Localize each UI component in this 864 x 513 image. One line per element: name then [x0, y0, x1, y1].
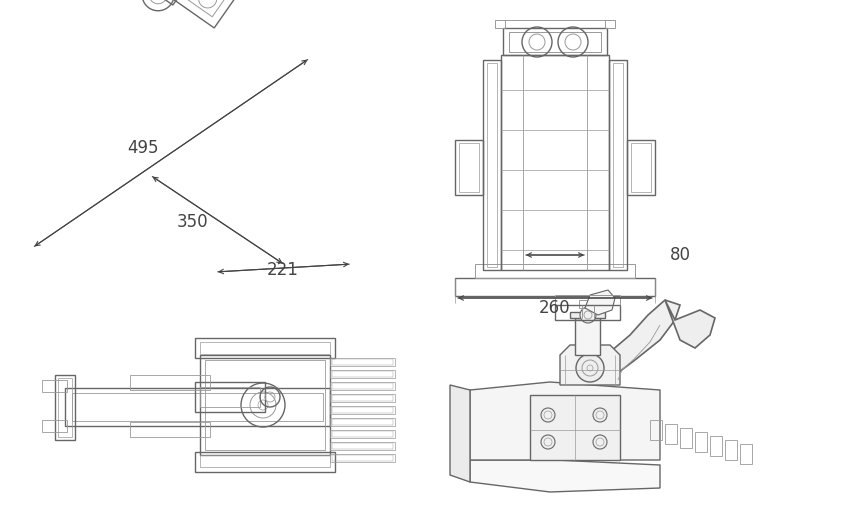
- Bar: [501, 55, 609, 270]
- Bar: [332, 431, 393, 437]
- Bar: [459, 143, 479, 192]
- Polygon shape: [570, 312, 605, 318]
- Bar: [330, 394, 395, 402]
- Bar: [332, 371, 393, 377]
- Bar: [330, 370, 395, 378]
- Polygon shape: [590, 300, 680, 382]
- Bar: [665, 424, 677, 444]
- Bar: [330, 418, 395, 426]
- Bar: [200, 387, 260, 407]
- Bar: [200, 455, 330, 467]
- Bar: [42, 380, 67, 392]
- Bar: [487, 63, 497, 267]
- Bar: [200, 342, 330, 354]
- Bar: [613, 63, 623, 267]
- Bar: [130, 422, 210, 437]
- Bar: [475, 264, 635, 278]
- Bar: [695, 432, 707, 452]
- Bar: [555, 305, 620, 320]
- Text: 221: 221: [267, 261, 299, 279]
- Bar: [330, 358, 395, 366]
- Bar: [609, 60, 627, 270]
- Bar: [332, 383, 393, 389]
- Bar: [330, 382, 395, 390]
- Polygon shape: [470, 460, 660, 492]
- Circle shape: [576, 354, 604, 382]
- Polygon shape: [470, 382, 660, 460]
- Bar: [330, 454, 395, 462]
- Bar: [130, 375, 210, 390]
- Text: 260: 260: [539, 299, 571, 317]
- Bar: [200, 355, 330, 455]
- Bar: [509, 32, 601, 52]
- Circle shape: [580, 307, 596, 323]
- Bar: [680, 428, 692, 448]
- Bar: [330, 442, 395, 450]
- Bar: [455, 278, 655, 296]
- Bar: [579, 300, 597, 308]
- Bar: [332, 359, 393, 365]
- Bar: [740, 444, 752, 464]
- Polygon shape: [575, 318, 600, 355]
- Bar: [195, 382, 265, 412]
- Polygon shape: [585, 290, 615, 315]
- Bar: [495, 20, 505, 28]
- Bar: [650, 420, 662, 440]
- Bar: [455, 140, 483, 195]
- Polygon shape: [560, 345, 620, 385]
- Bar: [205, 360, 325, 450]
- Bar: [725, 440, 737, 460]
- Bar: [195, 452, 335, 472]
- Bar: [65, 388, 330, 426]
- Bar: [330, 430, 395, 438]
- Bar: [330, 406, 395, 414]
- Polygon shape: [530, 395, 620, 460]
- Bar: [332, 443, 393, 449]
- Bar: [195, 338, 335, 358]
- Bar: [58, 378, 72, 437]
- Text: 495: 495: [127, 139, 159, 157]
- Polygon shape: [665, 300, 715, 348]
- Bar: [332, 407, 393, 413]
- Bar: [72, 393, 323, 421]
- Text: 80: 80: [670, 246, 691, 264]
- Bar: [483, 60, 501, 270]
- Bar: [332, 455, 393, 461]
- Bar: [710, 436, 722, 456]
- Bar: [332, 419, 393, 425]
- Polygon shape: [450, 385, 470, 482]
- Bar: [42, 420, 67, 432]
- Bar: [627, 140, 655, 195]
- Bar: [503, 28, 607, 55]
- Bar: [55, 375, 75, 440]
- Text: 350: 350: [177, 213, 209, 231]
- Bar: [631, 143, 651, 192]
- Bar: [332, 395, 393, 401]
- Bar: [605, 20, 615, 28]
